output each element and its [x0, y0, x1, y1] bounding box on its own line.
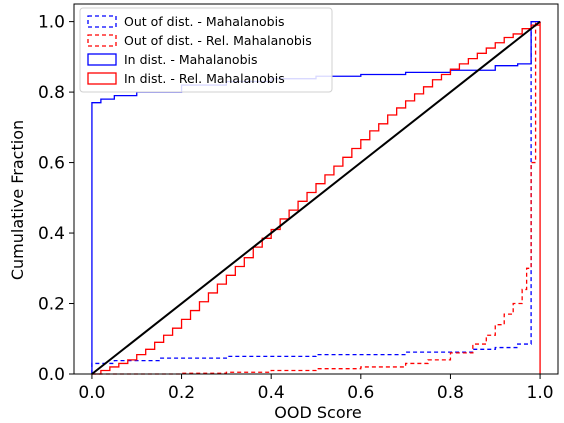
y-tick-label: 1.0 [38, 13, 65, 33]
y-tick-label: 0.0 [38, 365, 65, 385]
legend: Out of dist. - Mahalanobis Out of dist. -… [79, 7, 333, 93]
axes-frame [73, 3, 559, 375]
legend-swatch [87, 15, 117, 28]
series-line-1 [91, 20, 541, 375]
x-tick-label: 1.0 [527, 383, 554, 403]
legend-entry: In dist. - Mahalanobis [124, 52, 257, 67]
y-axis-label: Cumulative Fraction [8, 120, 27, 280]
series-line-4 [91, 20, 541, 375]
series-line-0 [91, 20, 541, 374]
x-tick-label: 0.8 [437, 383, 464, 403]
y-tick-label: 0.4 [38, 224, 65, 244]
y-tick-label: 0.2 [38, 295, 65, 315]
legend-entry: In dist. - Rel. Mahalanobis [124, 71, 285, 86]
series-line-3 [91, 21, 541, 375]
legend-swatch [87, 34, 117, 47]
legend-entry: Out of dist. - Mahalanobis [124, 14, 285, 29]
plot-area [73, 3, 559, 375]
legend-swatch [87, 53, 117, 66]
legend-entry: Out of dist. - Rel. Mahalanobis [124, 33, 312, 48]
x-axis-ticks: 0.0 0.2 0.4 0.6 0.8 1.0 [78, 374, 554, 403]
y-axis-ticks: 0.0 0.2 0.4 0.6 0.8 1.0 [38, 13, 74, 385]
x-tick-label: 0.0 [78, 383, 105, 403]
x-axis-label: OOD Score [274, 403, 361, 422]
x-tick-label: 0.6 [347, 383, 374, 403]
y-tick-label: 0.6 [38, 154, 65, 174]
y-tick-label: 0.8 [38, 83, 65, 103]
legend-swatch [87, 72, 117, 85]
x-tick-label: 0.4 [258, 383, 285, 403]
legend-box [79, 7, 333, 93]
x-tick-label: 0.2 [168, 383, 195, 403]
